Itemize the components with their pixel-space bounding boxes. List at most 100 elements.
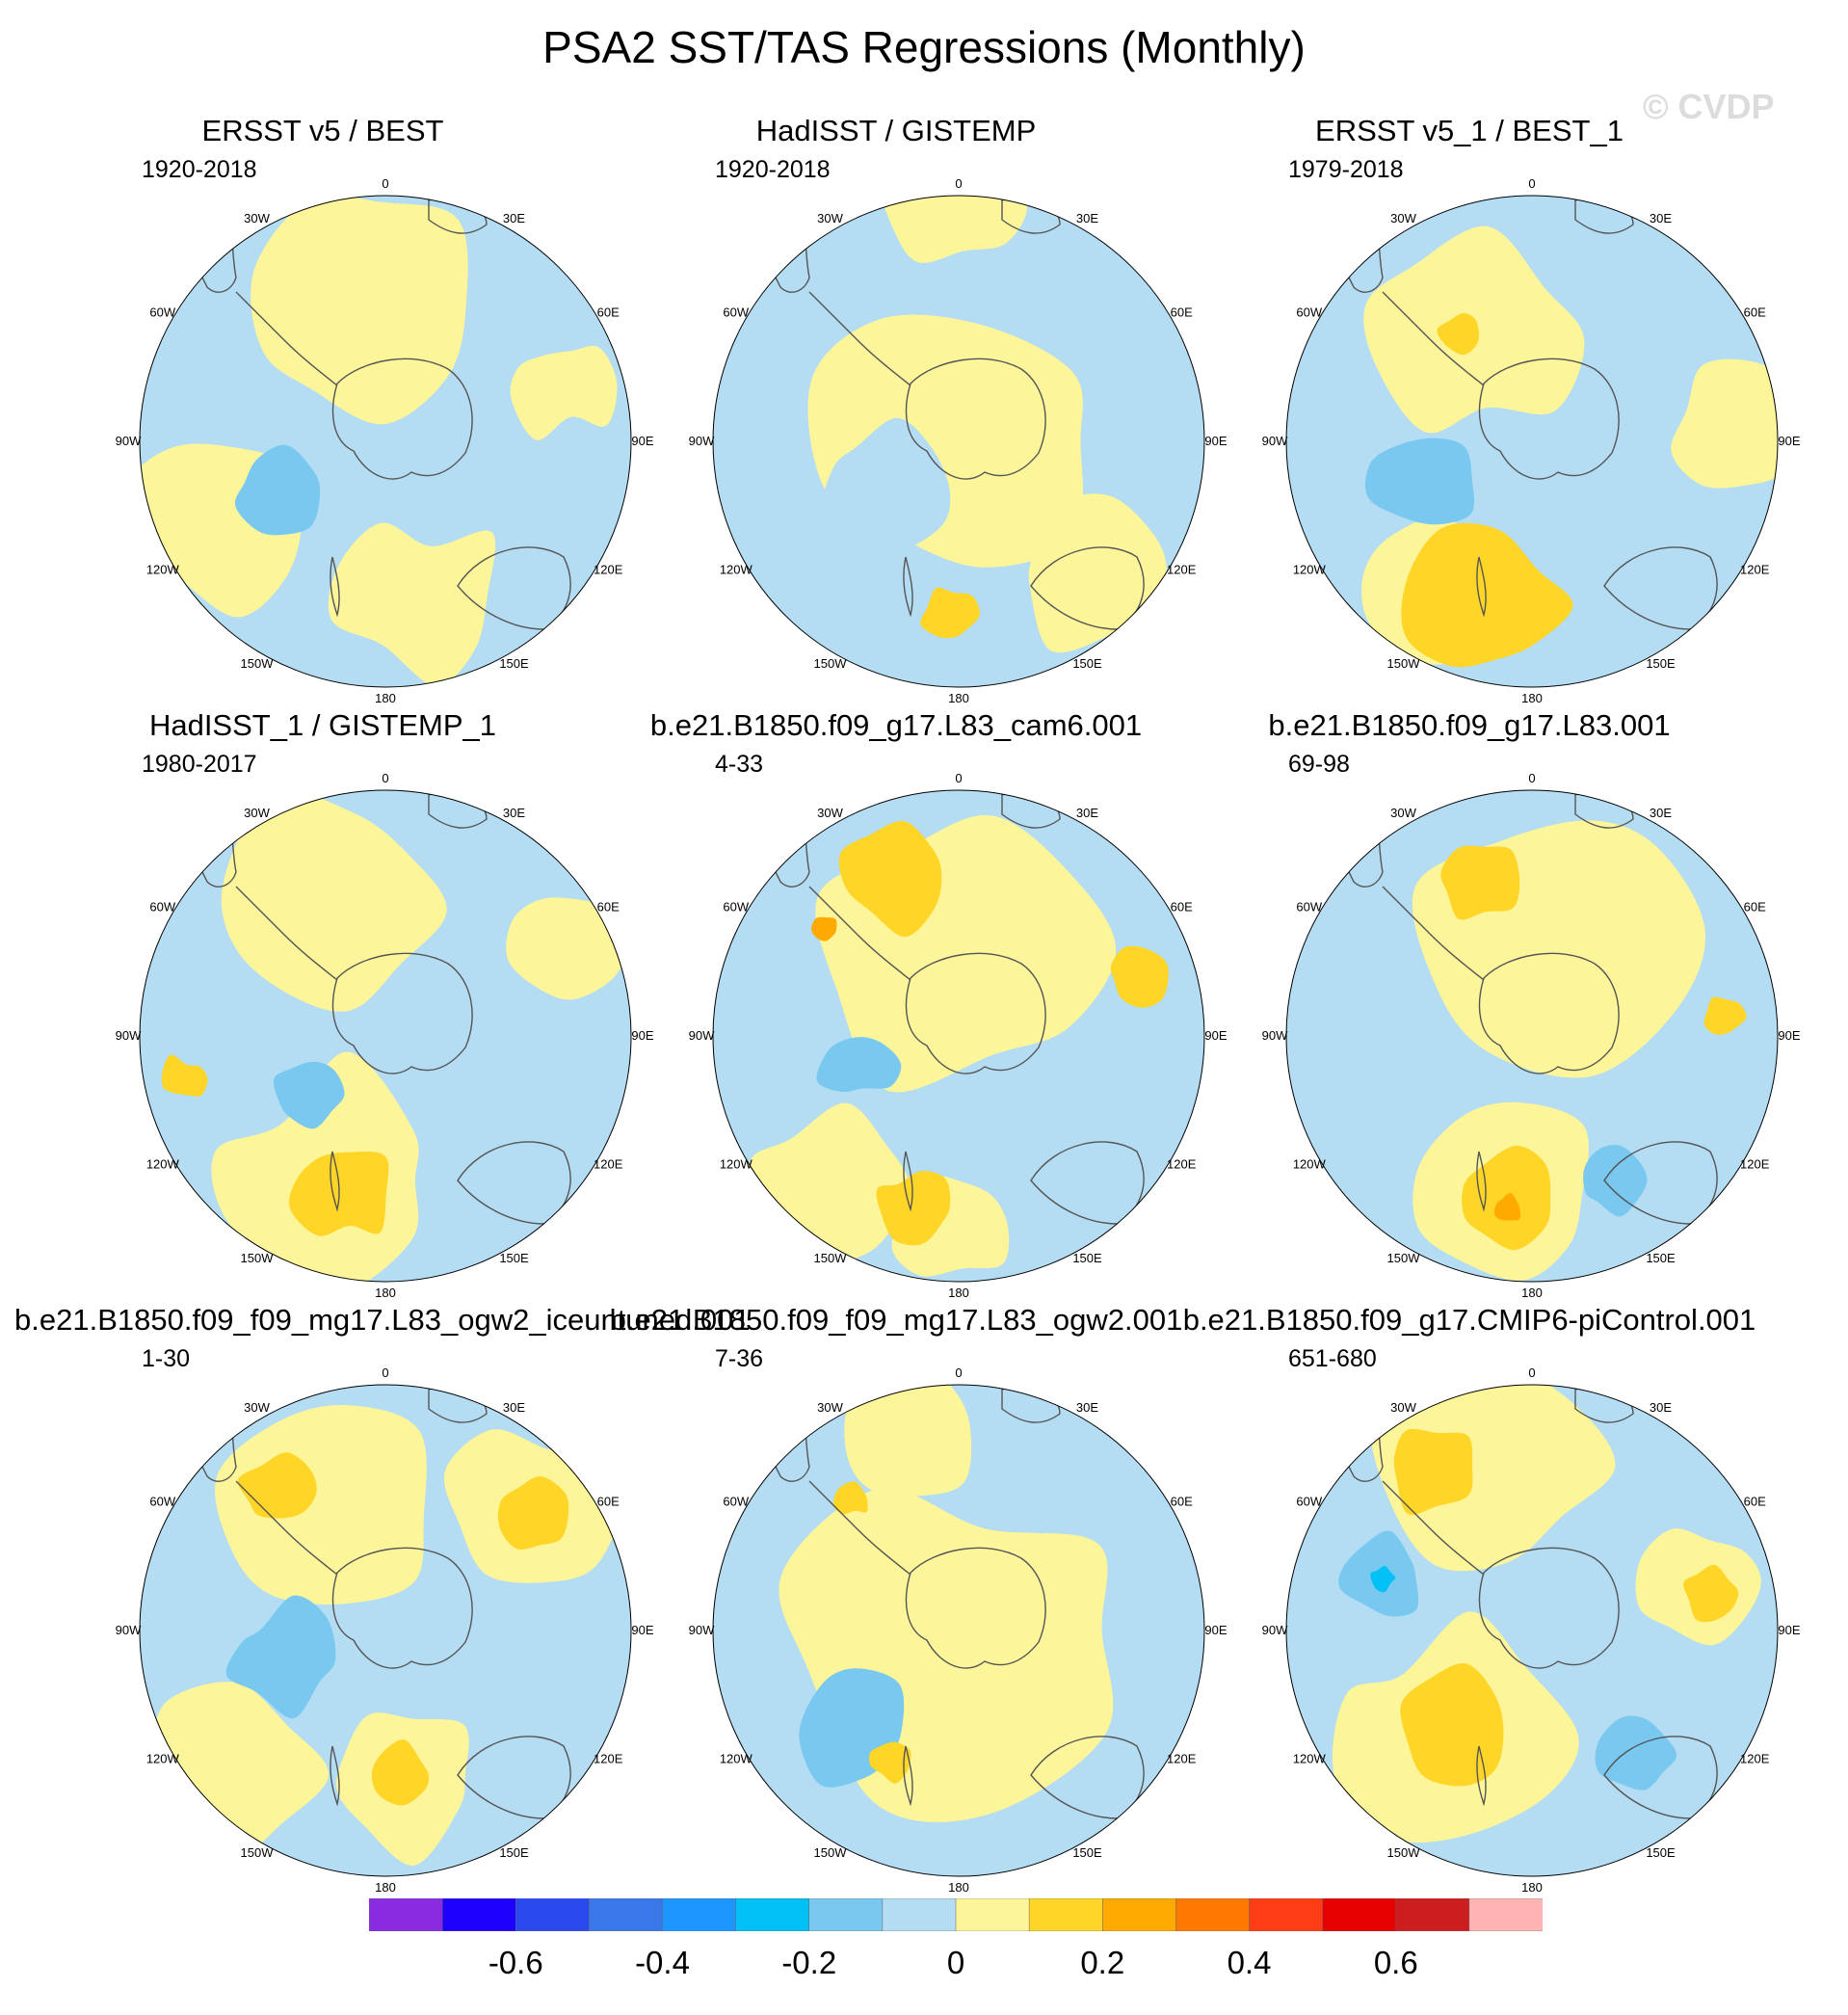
longitude-label: 0 [955, 1365, 962, 1380]
panel-title: b.e21.B1850.f09_f09_mg17.L83_ogw2.001 [609, 1303, 1183, 1337]
polar-map: 0 30E 60E 90E 120E 150E 180 150W 120W 90W 60W 30W [1262, 771, 1801, 1300]
map-boundary [1285, 1384, 1779, 1877]
colorbar-swatch [1175, 1898, 1251, 1931]
colorbar-tick-label: -0.2 [781, 1945, 837, 1980]
coastline [1603, 546, 1718, 630]
map-boundary [1285, 195, 1779, 688]
map-panel: b.e21.B1850.f09_g17.CMIP6-piControl.001 6… [1161, 1303, 1801, 1900]
longitude-label: 30W [1390, 1400, 1416, 1415]
anomaly-contour-region [832, 1481, 868, 1515]
longitude-label: 90W [116, 1028, 142, 1043]
anomaly-contour-region [506, 897, 630, 1000]
longitude-label: 90E [1204, 434, 1227, 448]
longitude-label: 90E [1204, 1623, 1227, 1637]
coastline [1030, 1141, 1145, 1225]
longitude-label: 120W [146, 563, 180, 577]
panel-title: HadISST_1 / GISTEMP_1 [148, 708, 497, 742]
colorbar-tick-labels: -0.6 -0.4 -0.2 0 0.2 0.4 0.6 [0, 1945, 1848, 1983]
anomaly-contour-region [822, 417, 951, 554]
longitude-label: 150W [814, 656, 848, 671]
map-panel: b.e21.B1850.f09_f09_mg17.L83_ogw2_iceunt… [14, 1303, 751, 1900]
panel-title: HadISST / GISTEMP [755, 114, 1037, 147]
coastline [235, 886, 338, 981]
coastline [903, 556, 913, 618]
map-panel: ERSST v5_1 / BEST_1 1979-2018 0 30E 60E 90E 12… [1161, 114, 1801, 711]
longitude-label: 90W [1262, 1623, 1288, 1637]
map-panel: b.e21.B1850.f09_g17.L83.001 69-98 0 30E 60E 9… [1161, 708, 1801, 1306]
coastline [1476, 556, 1487, 618]
panel-title: b.e21.B1850.f09_g17.CMIP6-piControl.001 [1182, 1303, 1756, 1337]
longitude-label: 30W [817, 211, 843, 225]
map-boundary [139, 789, 632, 1283]
longitude-label: 180 [948, 1880, 969, 1895]
longitude-label: 60W [149, 305, 175, 320]
anomaly-contour-region [1583, 1145, 1648, 1217]
longitude-label: 90E [1778, 1028, 1800, 1043]
longitude-label: 0 [955, 176, 962, 191]
longitude-label: 60E [1744, 1495, 1766, 1509]
longitude-label: 0 [1528, 771, 1535, 785]
longitude-label: 30W [244, 1400, 270, 1415]
polar-map: 0 30E 60E 90E 120E 150E 180 150W 120W 90W 60W 30W [689, 176, 1228, 705]
colorbar [369, 1898, 1543, 1931]
colorbar-swatch [515, 1898, 591, 1931]
coastline [903, 1151, 913, 1212]
longitude-label: 180 [1521, 1286, 1543, 1300]
coastline [457, 1141, 571, 1225]
map-panel: b.e21.B1850.f09_g17.L83_cam6.001 4-33 0 30E… [588, 708, 1228, 1306]
anomaly-contour-region [844, 1385, 972, 1497]
longitude-label: 120W [146, 1157, 180, 1172]
longitude-label: 30E [503, 1400, 525, 1415]
colorbar-tick-label: 0.4 [1227, 1945, 1272, 1980]
longitude-label: 90E [1778, 1623, 1800, 1637]
anomaly-contour-region [811, 916, 837, 941]
polar-map: 0 30E 60E 90E 120E 150E 180 150W 120W 90W 60W 30W [116, 771, 654, 1300]
longitude-label: 120W [146, 1752, 180, 1766]
anomaly-contour-region [1365, 437, 1475, 525]
anomaly-contour-region [1437, 312, 1479, 356]
longitude-label: 0 [382, 176, 388, 191]
longitude-label: 60E [1171, 900, 1193, 915]
polar-map: 0 30E 60E 90E 120E 150E 180 150W 120W 90W 60W 30W [116, 176, 654, 705]
coastline [1030, 546, 1145, 630]
panel-title: ERSST v5_1 / BEST_1 [1315, 114, 1624, 147]
anomaly-contour-region [1370, 1385, 1616, 1572]
anomaly-contour-region [371, 1739, 430, 1806]
anomaly-contour-region [497, 1476, 569, 1551]
panel-period: 1920-2018 [142, 156, 257, 183]
longitude-label: 150W [814, 1845, 848, 1860]
map-panel: b.e21.B1850.f09_f09_mg17.L83_ogw2.001 7-3… [588, 1303, 1228, 1900]
coastline [1382, 886, 1485, 981]
longitude-label: 90W [689, 1623, 715, 1637]
coastline [905, 358, 1046, 480]
longitude-label: 90E [631, 1028, 653, 1043]
colorbar-tick-label: -0.4 [635, 1945, 690, 1980]
anomaly-contour-region [876, 1171, 951, 1246]
longitude-label: 30E [1076, 1400, 1098, 1415]
map-panel: ERSST v5 / BEST 1920-2018 0 30E 60E 90E 120E 15… [14, 114, 654, 711]
map-panel: HadISST / GISTEMP 1920-2018 0 30E 60E 90E 120E… [588, 114, 1228, 711]
longitude-label: 120E [594, 1157, 623, 1172]
longitude-label: 60W [1296, 900, 1322, 915]
longitude-label: 60W [1296, 305, 1322, 320]
longitude-label: 180 [1521, 1880, 1543, 1895]
longitude-label: 150E [1646, 656, 1676, 671]
coastline [235, 291, 338, 386]
longitude-label: 120W [720, 1157, 753, 1172]
longitude-label: 60W [149, 900, 175, 915]
colorbar-tick-label: 0 [946, 1945, 965, 1980]
panel-title: b.e21.B1850.f09_g17.L83_cam6.001 [649, 708, 1143, 742]
longitude-label: 150E [1646, 1845, 1676, 1860]
longitude-label: 150W [1387, 1845, 1421, 1860]
polar-map: 0 30E 60E 90E 120E 150E 180 150W 120W 90W 60W 30W [689, 1365, 1228, 1895]
coastline [1382, 1480, 1485, 1576]
coastline [331, 1547, 473, 1669]
map-boundary [139, 1384, 632, 1877]
longitude-label: 150W [1387, 656, 1421, 671]
anomaly-contour-region [225, 1595, 336, 1719]
longitude-label: 30W [244, 211, 270, 225]
longitude-label: 150E [1072, 656, 1102, 671]
colorbar-swatch [1249, 1898, 1324, 1931]
longitude-label: 120W [1293, 563, 1327, 577]
polar-map: 0 30E 60E 90E 120E 150E 180 150W 120W 90W 60W 30W [689, 771, 1228, 1300]
